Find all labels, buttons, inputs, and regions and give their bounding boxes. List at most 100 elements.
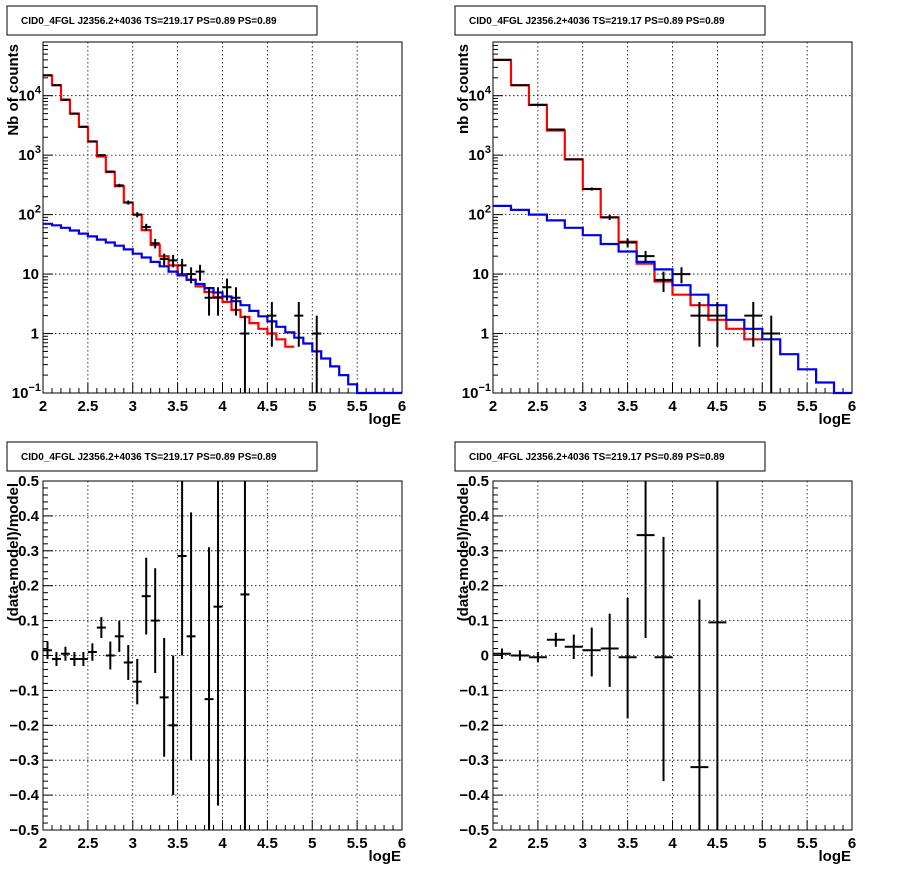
y-tick-label-base: 0.2	[18, 578, 39, 595]
y-tick-label-base: 10	[22, 266, 39, 283]
x-tick-label: 2	[39, 835, 47, 852]
y-tick-label-base: 10	[472, 266, 489, 283]
y-tick-label: 10−1	[12, 382, 41, 402]
data-point	[78, 652, 88, 666]
y-tick-label: 0.1	[18, 613, 39, 630]
y-tick-label: 10	[22, 266, 39, 283]
data-point	[132, 658, 142, 705]
y-tick-label: 1	[481, 326, 489, 343]
y-tick-label-base: 0.5	[468, 473, 489, 490]
x-tick-label: 4	[218, 835, 227, 852]
y-tick-label-base: 0.4	[18, 508, 40, 525]
data-point	[43, 641, 52, 659]
data-point	[690, 301, 709, 347]
data-point	[510, 650, 529, 661]
data-point	[564, 158, 583, 161]
data-point	[177, 481, 187, 656]
y-tick-label-base: 10	[468, 207, 485, 224]
x-tick-label: 4	[668, 835, 677, 852]
y-tick-label-exponent: −1	[28, 382, 41, 394]
data-point	[708, 301, 727, 347]
data-point	[186, 267, 196, 284]
y-tick-label: 1	[31, 326, 39, 343]
chart-title: CID0_4FGL J2356.2+4036 TS=219.17 PS=0.89…	[21, 16, 277, 27]
x-tick-label: 6	[398, 398, 406, 415]
data-point	[708, 481, 727, 830]
chart-title: CID0_4FGL J2356.2+4036 TS=219.17 PS=0.89…	[469, 16, 725, 27]
y-tick-label: −0.2	[9, 717, 39, 734]
y-tick-label-base: 0	[31, 648, 39, 665]
y-tick-label-base: −0.1	[459, 682, 489, 699]
y-tick-label-exponent: 3	[485, 144, 491, 156]
x-tick-label: 6	[848, 835, 856, 852]
x-tick-label: 3.5	[167, 398, 188, 415]
data-point	[240, 481, 250, 830]
data-point	[114, 183, 124, 188]
y-tick-label-exponent: 4	[485, 85, 492, 97]
data-point	[636, 481, 655, 639]
data-point	[672, 267, 691, 284]
x-tick-label: 5	[308, 835, 316, 852]
y-tick-label: −0.3	[9, 752, 39, 769]
x-tick-label: 3	[129, 835, 137, 852]
y-tick-label: 0.3	[468, 543, 489, 560]
y-tick-label-base: 1	[481, 326, 489, 343]
x-tick-label: 4	[218, 398, 227, 415]
data-point	[690, 599, 709, 830]
data-point	[159, 253, 169, 266]
y-tick-label: 0.2	[18, 578, 39, 595]
y-tick-label: 0.2	[468, 578, 489, 595]
y-tick-label-base: −0.4	[459, 787, 489, 804]
y-tick-label-base: −0.5	[9, 822, 39, 839]
y-tick-label: 104	[468, 85, 492, 105]
y-tick-label: 0.4	[18, 508, 40, 525]
data-point	[96, 617, 106, 639]
data-point	[87, 643, 97, 661]
x-axis-title: logE	[819, 848, 852, 865]
chart-title-box	[454, 441, 766, 472]
data-point	[96, 154, 106, 157]
y-tick-label-base: −0.2	[459, 717, 489, 734]
y-tick-label: 103	[18, 144, 41, 164]
y-tick-label-exponent: −1	[478, 382, 491, 394]
y-tick-label-exponent: 2	[485, 204, 491, 216]
x-tick-label: 5	[308, 398, 316, 415]
x-tick-label: 2	[489, 398, 497, 415]
chart-title-box	[6, 5, 318, 36]
y-tick-label-exponent: 4	[35, 85, 42, 97]
data-point	[546, 128, 565, 131]
y-tick-label: −0.1	[459, 682, 489, 699]
data-point	[618, 238, 637, 248]
y-tick-label-base: 10	[18, 207, 35, 224]
x-tick-label: 6	[398, 835, 406, 852]
y-tick-label-base: 0.3	[18, 543, 39, 560]
data-point	[105, 170, 115, 173]
data-point	[123, 645, 133, 680]
x-tick-label: 3.5	[167, 835, 188, 852]
y-tick-label-base: 10	[468, 88, 485, 105]
y-tick-label-exponent: 3	[35, 144, 41, 156]
x-tick-label: 5.5	[347, 398, 368, 415]
data-point	[78, 125, 88, 128]
x-axis-title: logE	[369, 411, 402, 428]
x-tick-label: 5	[758, 398, 766, 415]
data-point	[150, 568, 160, 673]
y-tick-label: 10−1	[462, 382, 491, 402]
y-tick-label-base: −0.3	[459, 752, 489, 769]
x-tick-label: 3.5	[617, 835, 638, 852]
data-point	[159, 638, 169, 757]
x-tick-label: 4	[668, 398, 677, 415]
x-tick-label: 2	[39, 398, 47, 415]
y-axis-title: (data-model)/model	[455, 483, 472, 621]
y-tick-label: −0.5	[9, 822, 39, 839]
y-tick-label-base: 0.4	[468, 508, 490, 525]
x-tick-label: 5.5	[347, 835, 368, 852]
data-point	[204, 547, 214, 830]
data-point	[744, 301, 763, 347]
x-axis-title: logE	[369, 848, 402, 865]
data-point	[69, 112, 79, 115]
y-tick-label-base: 0.3	[468, 543, 489, 560]
x-tick-label: 5.5	[797, 835, 818, 852]
x-tick-label: 2.5	[527, 398, 548, 415]
